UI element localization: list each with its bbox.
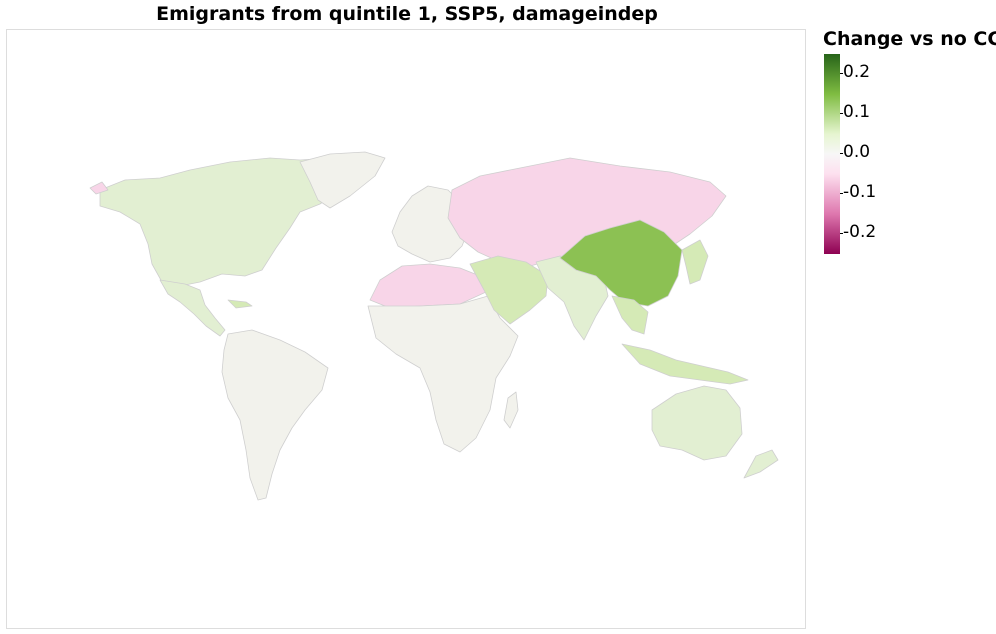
legend-tickmark [840,193,843,194]
region-alaska-tip [89,181,109,195]
legend-tick-label: 0.2 [843,62,871,82]
region-caribbean [227,299,253,309]
region-middle-east [469,255,549,325]
legend-tickmark [840,113,843,114]
legend-title: Change vs no CC [823,28,996,50]
legend-tick-label: 0.0 [843,142,871,162]
legend-tick-label: 0.1 [843,102,871,122]
legend-tick-label: -0.1 [843,182,877,202]
region-indonesia [621,343,749,385]
region-greenland [299,151,386,209]
legend-tickmark [840,233,843,234]
region-new-zealand [743,449,779,479]
legend-color-bar [824,54,840,254]
region-mexico [159,279,226,337]
map-title: Emigrants from quintile 1, SSP5, damagei… [156,3,658,25]
region-north-america [99,155,381,287]
region-madagascar [503,391,519,429]
legend-tick-label: -0.2 [843,222,877,242]
region-china [559,219,683,307]
region-africa [367,295,519,453]
legend-tickmark [840,73,843,74]
region-east-asia-islands [681,239,709,285]
legend-tickmark [840,153,843,154]
region-australia [651,385,743,461]
region-south-america [221,329,329,501]
region-southeast-asia [611,295,649,335]
